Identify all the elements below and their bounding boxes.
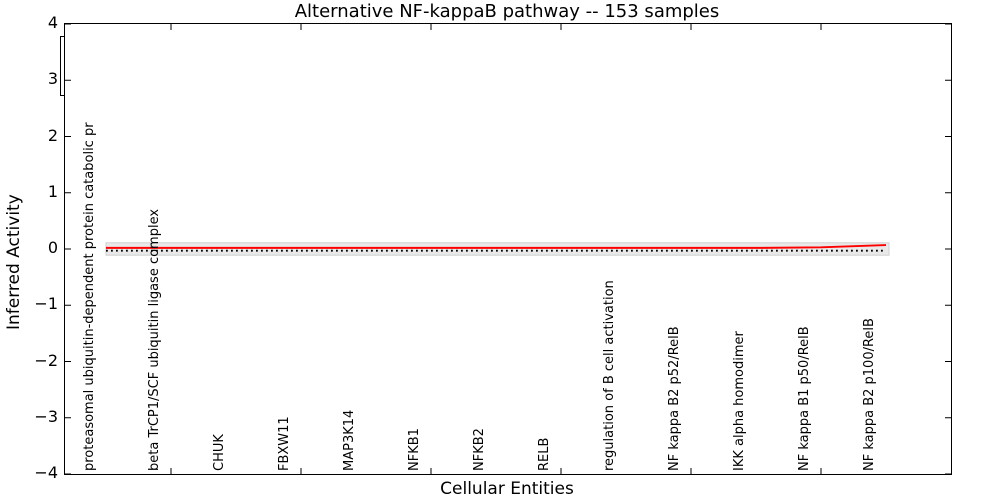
plot-canvas [65,24,951,474]
y-tick-label: −1 [34,294,58,314]
y-tick-label: 2 [47,125,58,145]
permuted-range-band [105,242,890,256]
y-tick-label: −4 [34,463,58,482]
y-tick-label: 1 [47,181,58,201]
y-tick-label: −2 [34,350,58,370]
x-tick-label: IKK alpha homodimer [732,331,747,471]
y-tick-label: 4 [47,13,58,32]
x-tick-label: NFKB2 [472,428,487,471]
y-tick-label: 0 [47,238,58,257]
x-tick-label: RELB [537,437,552,471]
plot-area: proteasomal ubiquitin-dependent protein … [64,23,952,475]
x-tick-label: regulation of B cell activation [602,280,617,471]
y-tick-label: 3 [47,69,58,89]
x-tick-label: CHUK [212,434,227,471]
plot-title: Alternative NF-kappaB pathway -- 153 sam… [294,1,720,22]
x-tick-label: beta TrCP1/SCF ubiquitin ligase complex [147,208,162,471]
x-tick-label: FBXW11 [277,416,292,471]
y-tick-label: −3 [34,406,58,426]
x-tick-label: proteasomal ubiquitin-dependent protein … [82,122,97,471]
series-line-1 [106,244,887,249]
y-axis-label: Inferred Activity [4,194,24,330]
x-tick-label: NFKB1 [407,428,422,471]
x-axis-label: Cellular Entities [440,479,574,499]
x-tick-label: MAP3K14 [342,409,357,471]
x-tick-label: NF kappa B1 p50/RelB [797,326,812,471]
x-tick-label: NF kappa B2 p100/RelB [862,318,877,471]
x-tick-label: NF kappa B2 p52/RelB [667,326,682,471]
